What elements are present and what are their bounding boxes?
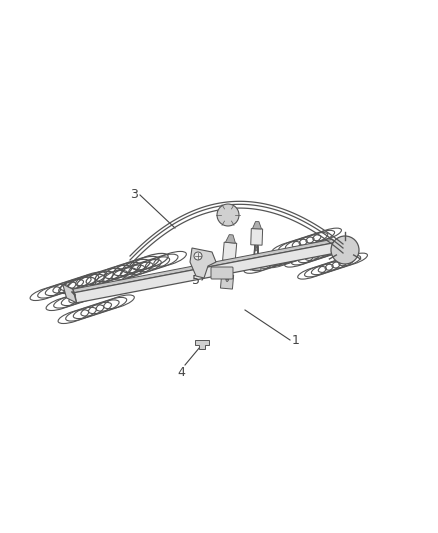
Polygon shape bbox=[195, 340, 209, 349]
Polygon shape bbox=[220, 274, 233, 289]
Polygon shape bbox=[223, 242, 237, 261]
FancyBboxPatch shape bbox=[211, 267, 233, 279]
Text: 1: 1 bbox=[292, 334, 300, 346]
Polygon shape bbox=[252, 222, 261, 229]
Polygon shape bbox=[250, 257, 261, 270]
Text: 4: 4 bbox=[177, 367, 185, 379]
Circle shape bbox=[331, 236, 359, 264]
Polygon shape bbox=[226, 235, 236, 243]
Polygon shape bbox=[73, 239, 335, 293]
Polygon shape bbox=[63, 284, 77, 303]
Polygon shape bbox=[74, 243, 336, 303]
Text: 5: 5 bbox=[192, 273, 200, 287]
Polygon shape bbox=[190, 248, 216, 278]
Circle shape bbox=[217, 204, 239, 226]
Text: 3: 3 bbox=[130, 189, 138, 201]
Polygon shape bbox=[251, 229, 263, 245]
Circle shape bbox=[194, 252, 202, 260]
